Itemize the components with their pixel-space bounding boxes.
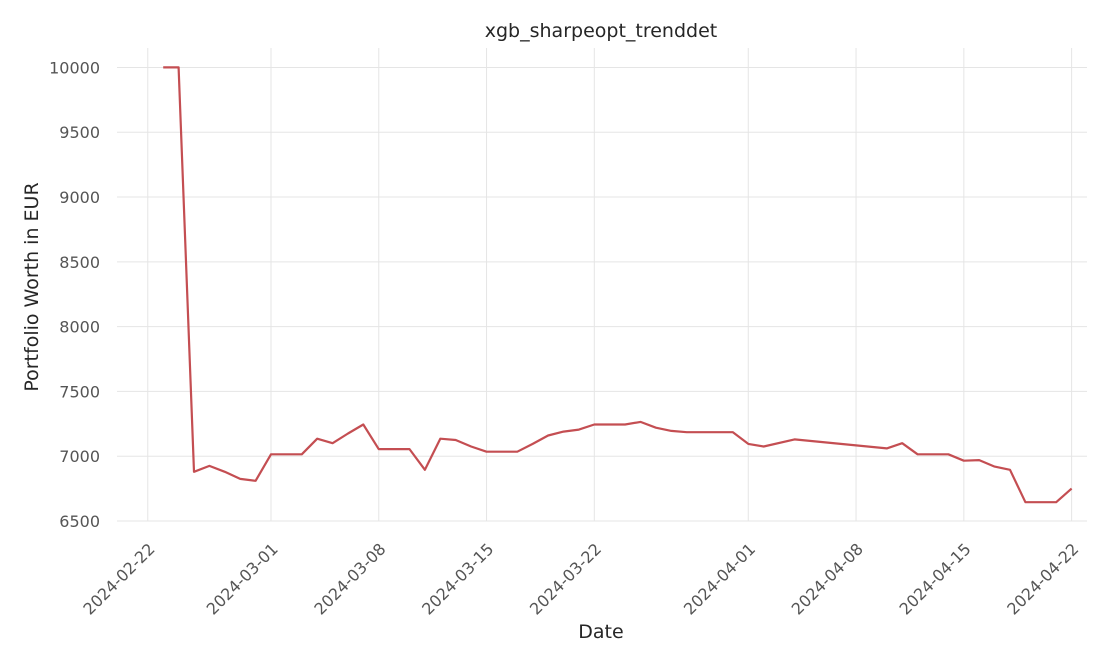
x-tick-label: 2024-04-22 <box>1003 539 1082 618</box>
y-tick-label: 7000 <box>59 447 100 466</box>
y-axis-ticks: 6500 7000 7500 8000 8500 9000 9500 10000 <box>49 58 100 531</box>
y-axis-label: Portfolio Worth in EUR <box>21 182 43 391</box>
y-tick-label: 8500 <box>59 253 100 272</box>
y-tick-label: 9500 <box>59 123 100 142</box>
x-tick-label: 2024-03-08 <box>310 539 389 618</box>
x-tick-label: 2024-02-22 <box>79 539 158 618</box>
x-axis-label: Date <box>578 621 623 643</box>
x-tick-label: 2024-04-15 <box>895 539 974 618</box>
x-tick-label: 2024-03-22 <box>526 539 605 618</box>
x-tick-label: 2024-03-01 <box>203 539 282 618</box>
x-axis-ticks: 2024-02-22 2024-03-01 2024-03-08 2024-03-15… <box>79 539 1082 618</box>
grid-layer <box>117 48 1087 522</box>
series-layer <box>163 66 1073 504</box>
y-tick-label: 8000 <box>59 318 100 337</box>
x-tick-label: 2024-04-08 <box>788 539 867 618</box>
y-tick-label: 6500 <box>59 512 100 531</box>
y-tick-label: 9000 <box>59 188 100 207</box>
x-tick-label: 2024-04-01 <box>680 539 759 618</box>
chart-title: xgb_sharpeopt_trenddet <box>485 20 717 42</box>
y-tick-label: 10000 <box>49 58 100 77</box>
x-tick-label: 2024-03-15 <box>418 539 497 618</box>
y-tick-label: 7500 <box>59 382 100 401</box>
series-line <box>163 66 1073 504</box>
